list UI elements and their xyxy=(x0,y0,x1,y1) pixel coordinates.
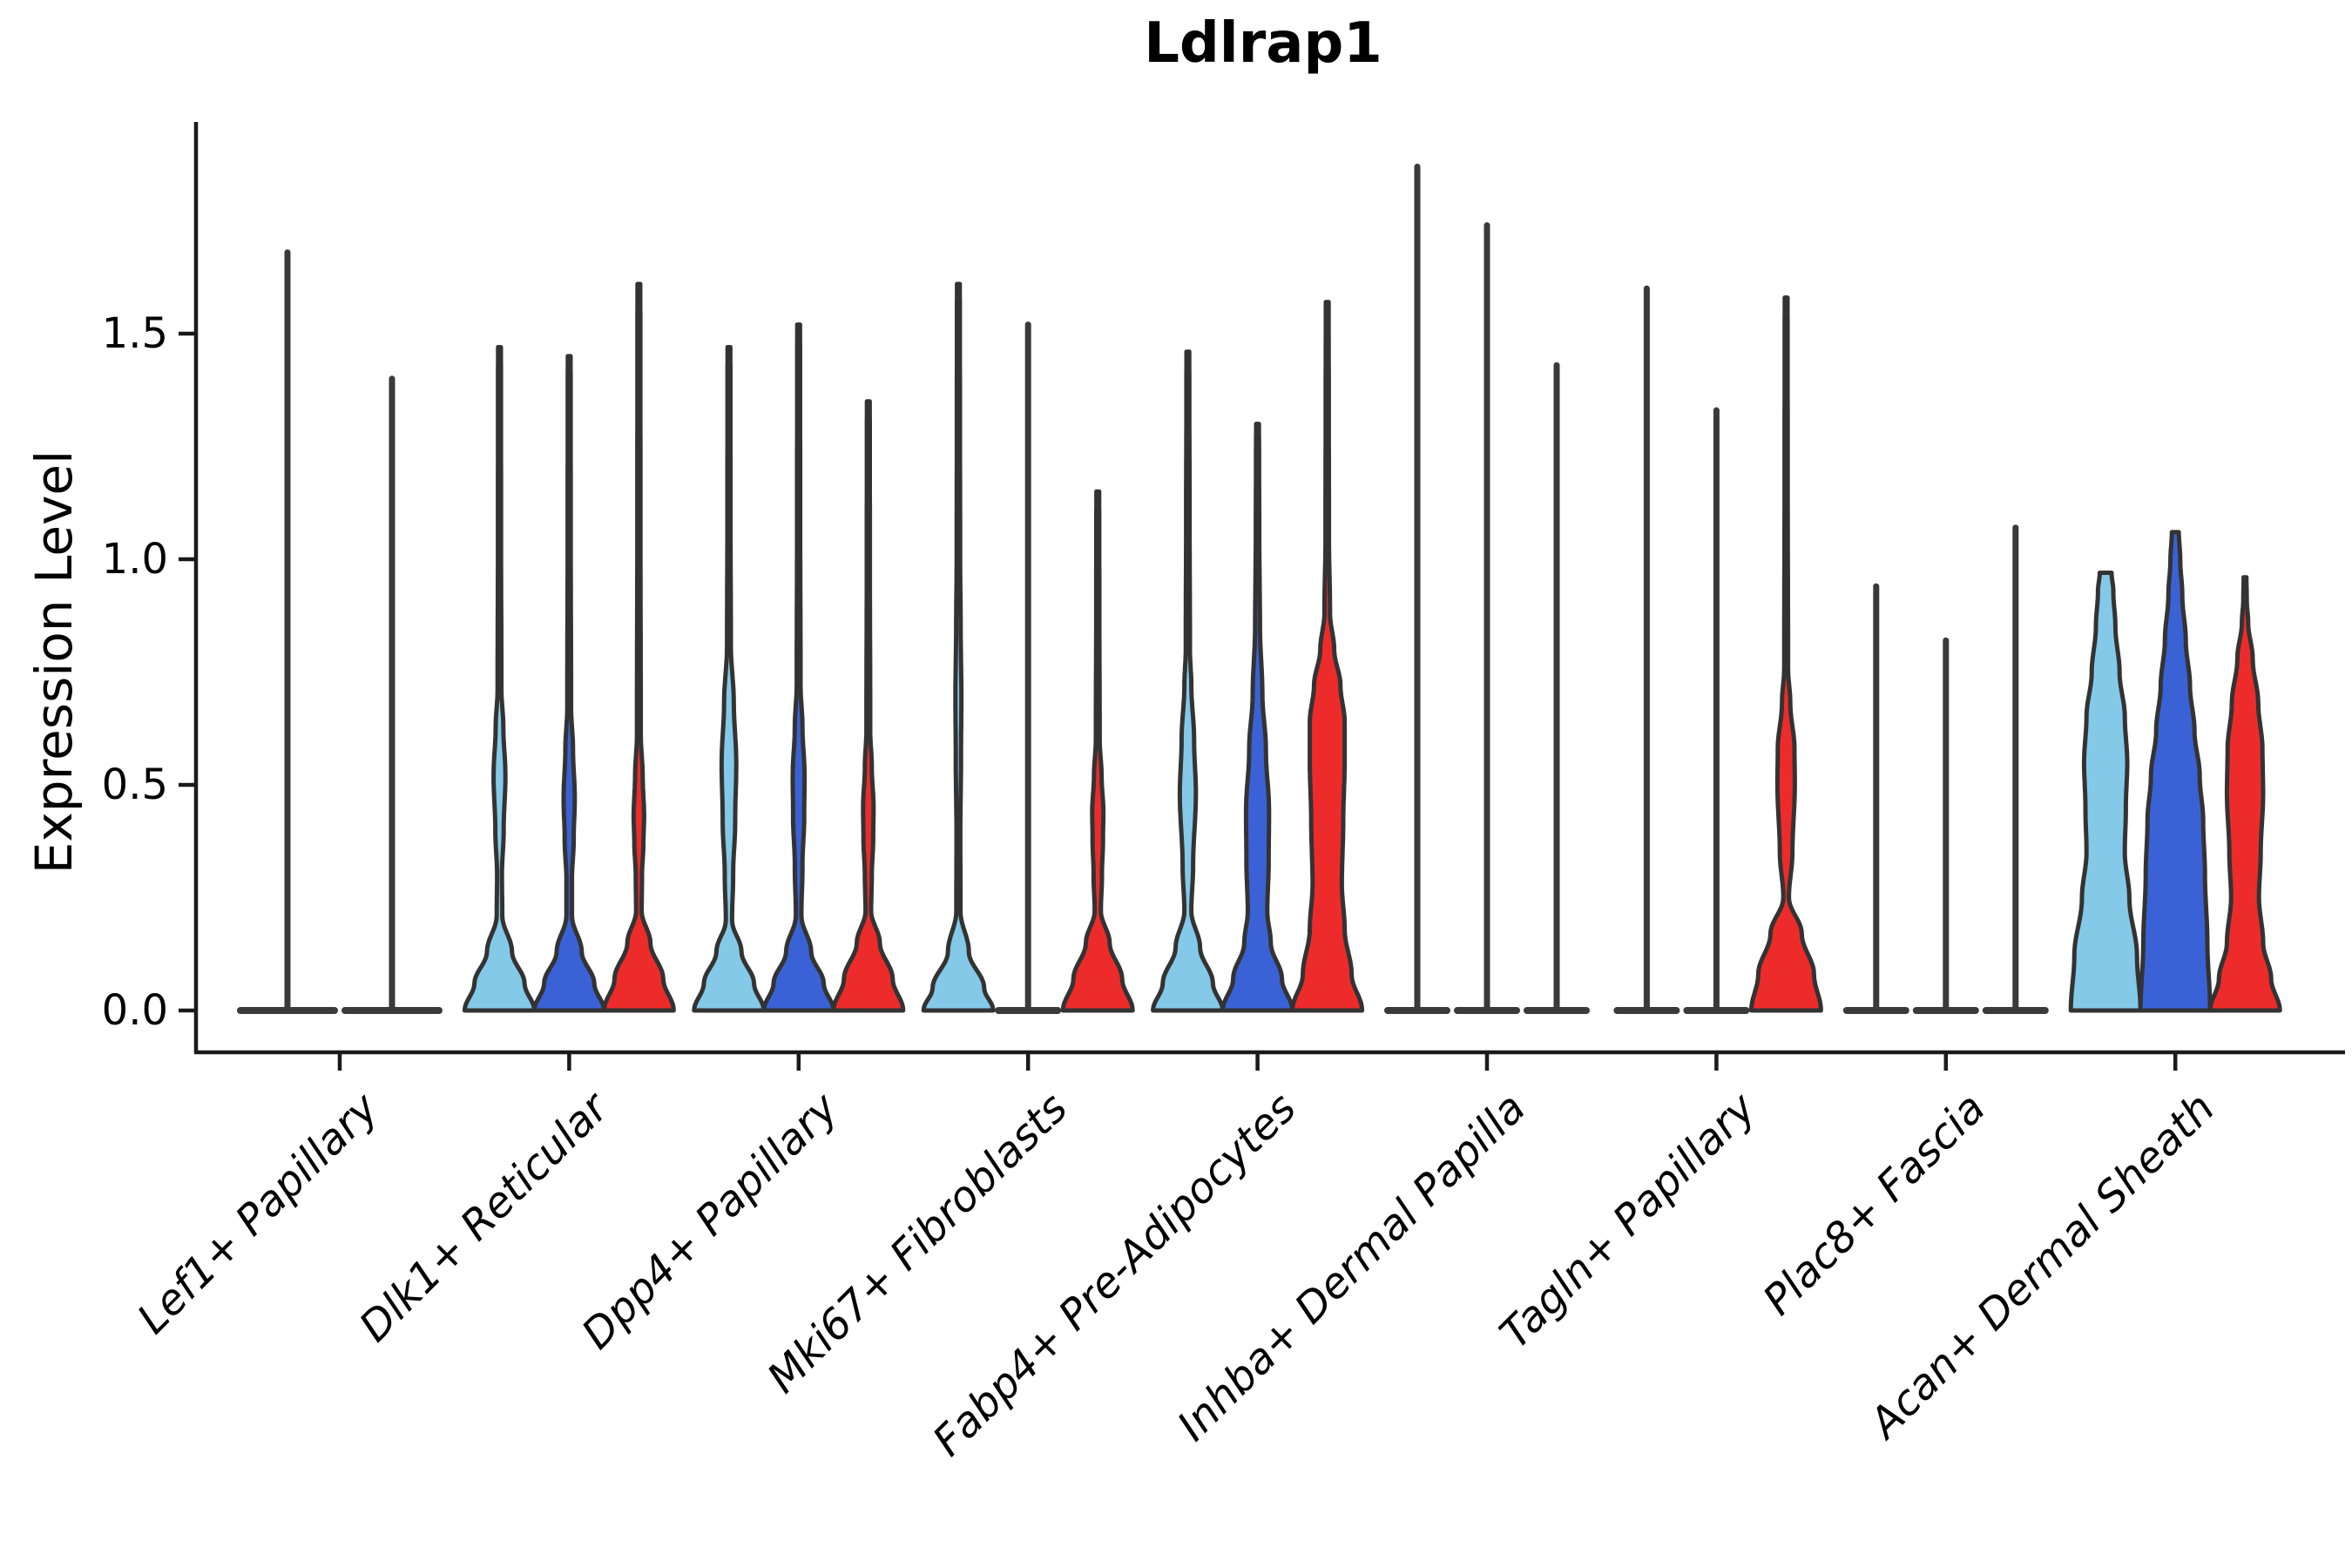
violin-red xyxy=(601,281,676,1013)
violin-dark_blue xyxy=(761,322,836,1013)
violin-red xyxy=(1290,300,1365,1013)
violin-red xyxy=(831,399,906,1013)
violin-red xyxy=(1060,489,1135,1013)
violin-dark_blue xyxy=(531,354,606,1013)
chart-title: Ldlrap1 xyxy=(1144,11,1382,76)
y-tick-label: 1.5 xyxy=(101,309,168,358)
violin-light_blue xyxy=(2068,571,2143,1013)
y-axis-label: Expression Level xyxy=(24,449,84,875)
violin-light_blue xyxy=(462,345,537,1013)
violin-light_blue xyxy=(921,281,996,1013)
violin-dark_blue xyxy=(1220,422,1295,1013)
y-tick-label: 1.0 xyxy=(101,535,168,584)
y-tick-label: 0.0 xyxy=(101,986,168,1035)
violin-light_blue xyxy=(1151,349,1226,1013)
violin-red xyxy=(2207,575,2282,1013)
violin-light_blue xyxy=(692,345,767,1013)
violin-red xyxy=(1748,295,1823,1013)
violin-dark_blue xyxy=(2138,530,2213,1013)
y-tick-label: 0.5 xyxy=(101,760,168,809)
